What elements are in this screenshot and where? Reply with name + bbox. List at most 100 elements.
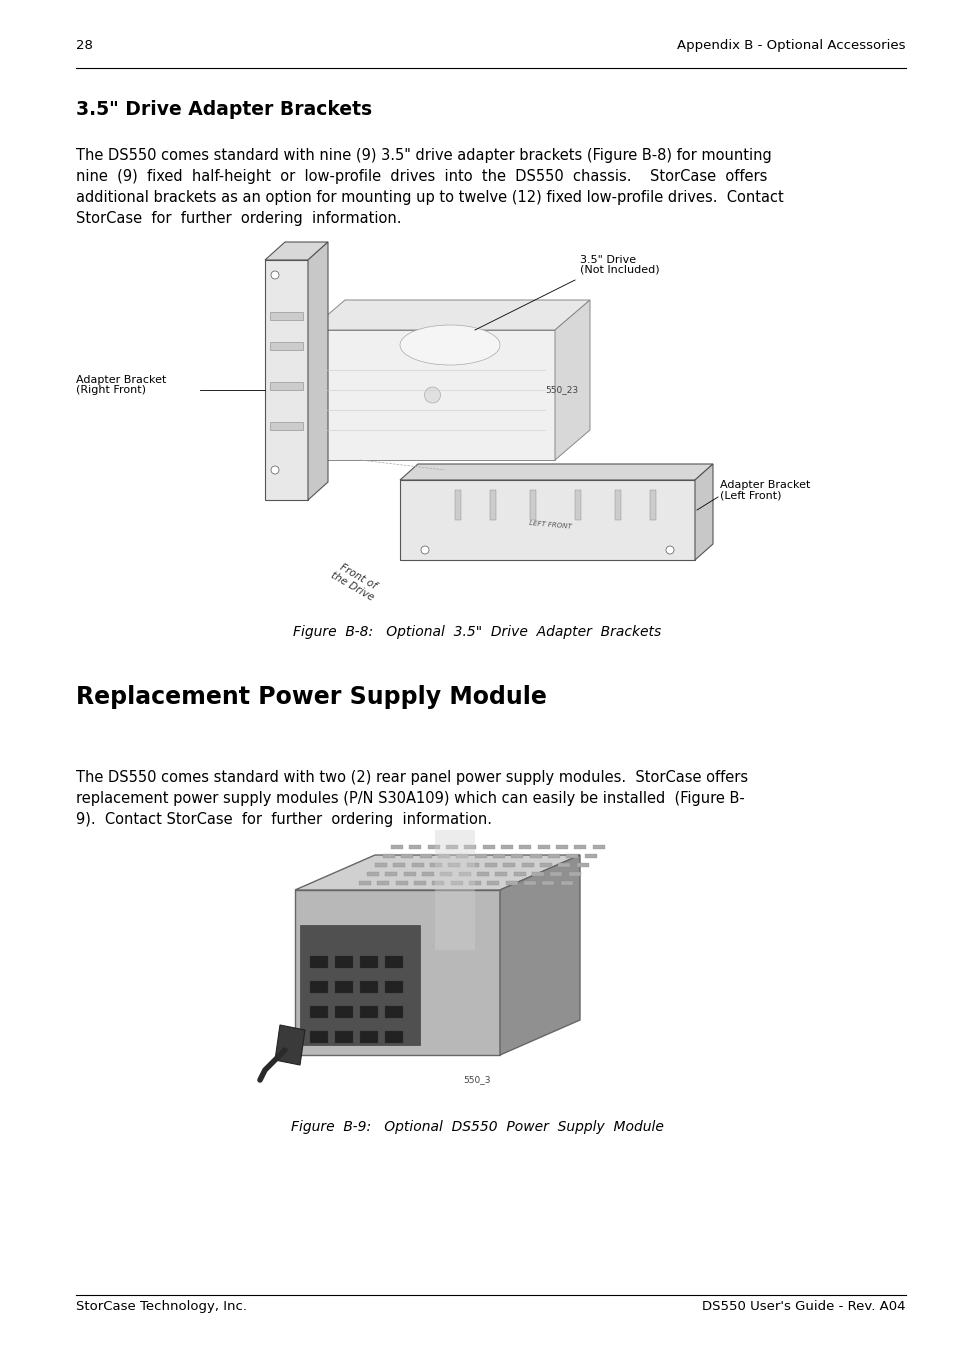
Bar: [530, 490, 536, 520]
Bar: [469, 880, 480, 884]
Ellipse shape: [399, 324, 499, 366]
Polygon shape: [308, 242, 328, 500]
Text: 9).  Contact StorCase  for  further  ordering  information.: 9). Contact StorCase for further orderin…: [76, 812, 492, 827]
Text: DS550 User's Guide - Rev. A04: DS550 User's Guide - Rev. A04: [701, 1301, 905, 1313]
Bar: [482, 845, 495, 849]
Polygon shape: [294, 856, 579, 890]
Text: 550_3: 550_3: [463, 1075, 490, 1084]
Text: Adapter Bracket: Adapter Bracket: [76, 375, 166, 385]
Polygon shape: [294, 890, 499, 1055]
Circle shape: [420, 546, 429, 554]
Bar: [558, 862, 570, 867]
Bar: [560, 880, 572, 884]
Polygon shape: [310, 330, 555, 460]
Polygon shape: [695, 464, 712, 560]
Text: Figure  B-8:   Optional  3.5"  Drive  Adapter  Brackets: Figure B-8: Optional 3.5" Drive Adapter …: [293, 626, 660, 639]
Bar: [505, 880, 517, 884]
Bar: [450, 880, 462, 884]
Bar: [503, 862, 515, 867]
Bar: [446, 845, 457, 849]
Text: 550_23: 550_23: [544, 386, 578, 394]
Bar: [427, 845, 439, 849]
Bar: [435, 830, 475, 950]
Bar: [456, 853, 468, 857]
Text: 3.5" Drive Adapter Brackets: 3.5" Drive Adapter Brackets: [76, 100, 372, 119]
Bar: [414, 880, 426, 884]
Circle shape: [665, 546, 673, 554]
Polygon shape: [265, 242, 328, 260]
Bar: [375, 862, 387, 867]
Bar: [518, 845, 531, 849]
Bar: [377, 880, 389, 884]
Bar: [490, 490, 496, 520]
Bar: [310, 982, 328, 993]
Bar: [649, 490, 656, 520]
Bar: [359, 982, 377, 993]
Bar: [476, 872, 489, 876]
Bar: [541, 880, 554, 884]
Bar: [310, 1031, 328, 1043]
Bar: [576, 862, 588, 867]
Bar: [466, 862, 478, 867]
Bar: [539, 862, 552, 867]
Polygon shape: [555, 300, 589, 460]
Bar: [592, 845, 604, 849]
Bar: [493, 853, 504, 857]
Bar: [409, 845, 421, 849]
Bar: [521, 862, 533, 867]
Bar: [584, 853, 596, 857]
Circle shape: [424, 387, 440, 402]
Bar: [270, 312, 303, 320]
Polygon shape: [265, 260, 308, 500]
Bar: [270, 382, 303, 390]
Text: replacement power supply modules (P/N S30A109) which can easily be installed  (F: replacement power supply modules (P/N S3…: [76, 791, 744, 806]
Bar: [511, 853, 523, 857]
Text: Replacement Power Supply Module: Replacement Power Supply Module: [76, 684, 546, 709]
Bar: [532, 872, 543, 876]
Bar: [574, 845, 586, 849]
Bar: [385, 1031, 402, 1043]
Bar: [367, 872, 378, 876]
Bar: [401, 853, 413, 857]
Bar: [412, 862, 423, 867]
Bar: [529, 853, 541, 857]
Bar: [487, 880, 498, 884]
Bar: [419, 853, 431, 857]
Polygon shape: [399, 464, 712, 481]
Text: Front of
the Drive: Front of the Drive: [329, 560, 381, 602]
Bar: [500, 845, 513, 849]
Bar: [270, 422, 303, 430]
Bar: [455, 490, 460, 520]
Circle shape: [271, 271, 278, 279]
Bar: [568, 872, 580, 876]
Bar: [495, 872, 507, 876]
Bar: [385, 982, 402, 993]
Bar: [432, 880, 444, 884]
Bar: [403, 872, 416, 876]
Bar: [547, 853, 559, 857]
Bar: [513, 872, 525, 876]
Bar: [382, 853, 395, 857]
Bar: [385, 872, 396, 876]
Bar: [393, 862, 405, 867]
Bar: [359, 1006, 377, 1019]
Bar: [385, 1006, 402, 1019]
Text: The DS550 comes standard with nine (9) 3.5" drive adapter brackets (Figure B-8) : The DS550 comes standard with nine (9) 3…: [76, 148, 771, 163]
Bar: [270, 342, 303, 350]
Bar: [615, 490, 620, 520]
Text: additional brackets as an option for mounting up to twelve (12) fixed low-profil: additional brackets as an option for mou…: [76, 190, 783, 205]
Text: The DS550 comes standard with two (2) rear panel power supply modules.  StorCase: The DS550 comes standard with two (2) re…: [76, 769, 747, 784]
Bar: [566, 853, 578, 857]
Text: Adapter Bracket: Adapter Bracket: [720, 481, 809, 490]
Bar: [359, 956, 377, 968]
Text: (Left Front): (Left Front): [720, 490, 781, 500]
Bar: [395, 880, 407, 884]
Bar: [550, 872, 561, 876]
Polygon shape: [499, 856, 579, 1055]
Bar: [335, 982, 353, 993]
Bar: [385, 956, 402, 968]
Bar: [484, 862, 497, 867]
Text: Appendix B - Optional Accessories: Appendix B - Optional Accessories: [677, 38, 905, 52]
Bar: [523, 880, 536, 884]
Bar: [310, 1006, 328, 1019]
